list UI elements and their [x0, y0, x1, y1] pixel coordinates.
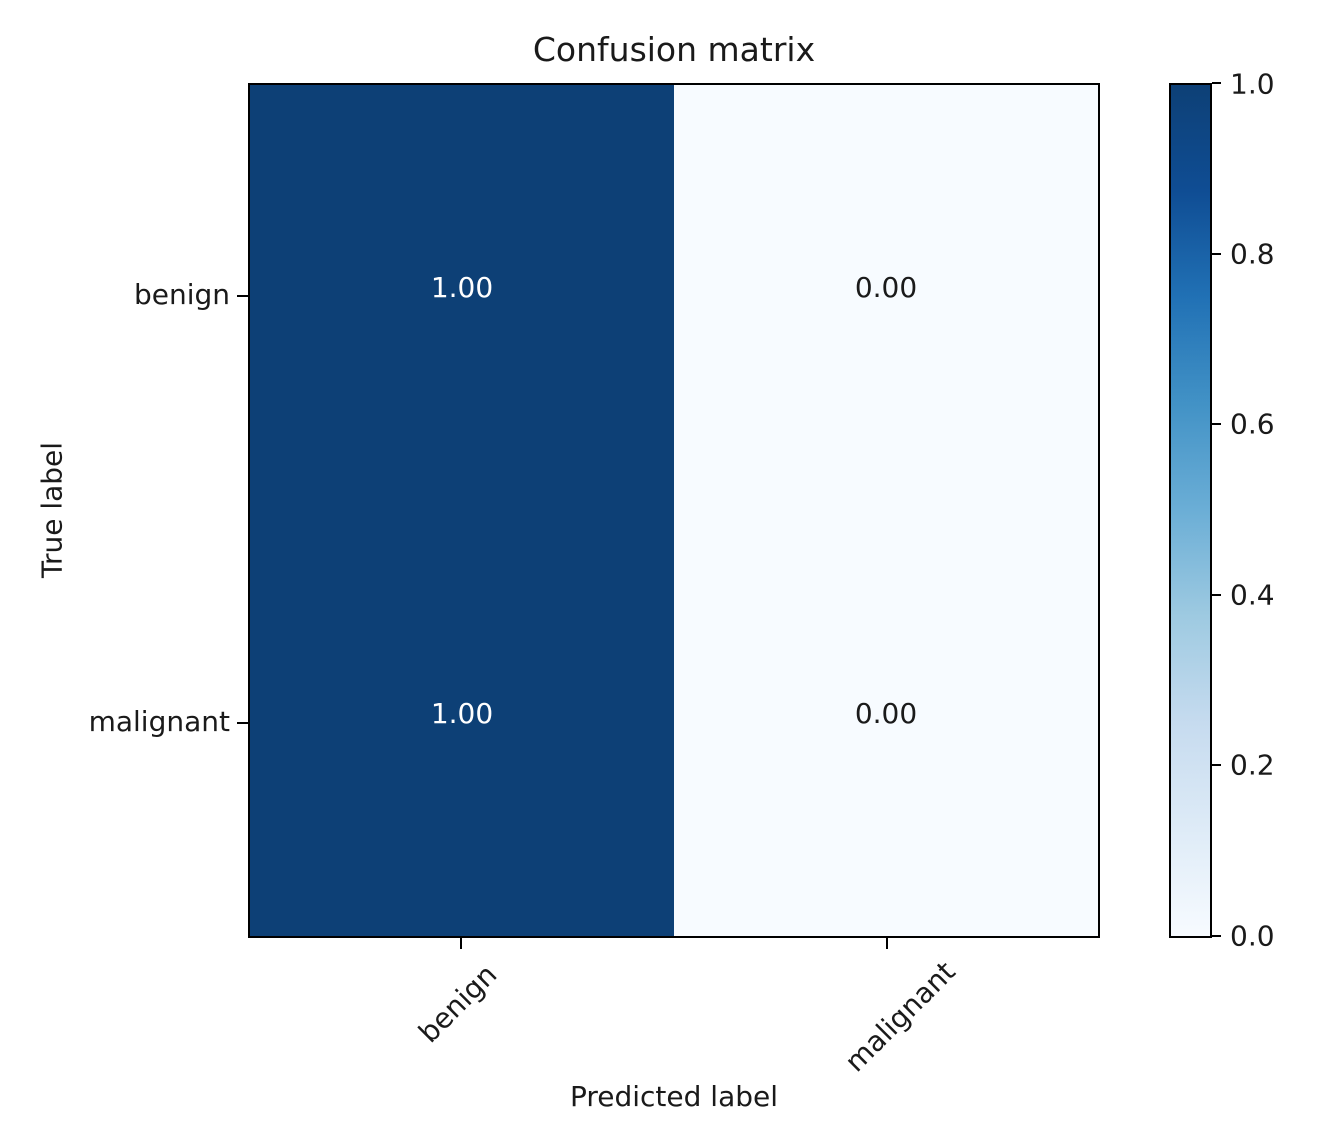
colorbar-tick-mark — [1212, 764, 1221, 766]
y-axis-label: True label — [35, 441, 69, 579]
cell-value: 0.00 — [854, 271, 918, 305]
x-tick-label-malignant: malignant — [838, 955, 962, 1079]
colorbar-tick-label: 0.8 — [1230, 237, 1275, 271]
y-tick-mark — [237, 295, 248, 297]
cell-value: 0.00 — [854, 696, 918, 730]
cell-value: 1.00 — [430, 696, 494, 730]
x-tick-mark — [460, 938, 462, 949]
heatmap-cell-true-benign-pred-benign: 1.00 — [250, 85, 674, 511]
colorbar-gradient — [1169, 83, 1212, 938]
colorbar-tick-label: 0.4 — [1230, 578, 1275, 612]
colorbar-tick-mark — [1212, 594, 1221, 596]
y-tick-label-malignant: malignant — [88, 704, 230, 738]
chart-title: Confusion matrix — [532, 30, 816, 69]
colorbar-tick-mark — [1212, 935, 1221, 937]
heatmap-plot-area: 1.00 0.00 1.00 0.00 — [248, 83, 1100, 938]
colorbar-tick-label: 0.2 — [1230, 748, 1275, 782]
y-tick-label-benign: benign — [133, 277, 230, 311]
colorbar-tick-label: 0.0 — [1230, 919, 1275, 953]
colorbar-tick-mark — [1212, 82, 1221, 84]
colorbar-tick-label: 0.6 — [1230, 407, 1275, 441]
colorbar-tick-mark — [1212, 423, 1221, 425]
heatmap-cell-true-malignant-pred-benign: 1.00 — [250, 510, 674, 936]
colorbar-tick-mark — [1212, 253, 1221, 255]
heatmap-cell-true-benign-pred-malignant: 0.00 — [674, 85, 1098, 511]
cell-value: 1.00 — [430, 271, 494, 305]
x-axis-label: Predicted label — [569, 1080, 779, 1113]
x-tick-label-benign: benign — [412, 958, 504, 1050]
colorbar-tick-label: 1.0 — [1230, 67, 1275, 101]
x-tick-mark — [886, 938, 888, 949]
heatmap-cell-true-malignant-pred-malignant: 0.00 — [674, 510, 1098, 936]
y-tick-mark — [237, 722, 248, 724]
